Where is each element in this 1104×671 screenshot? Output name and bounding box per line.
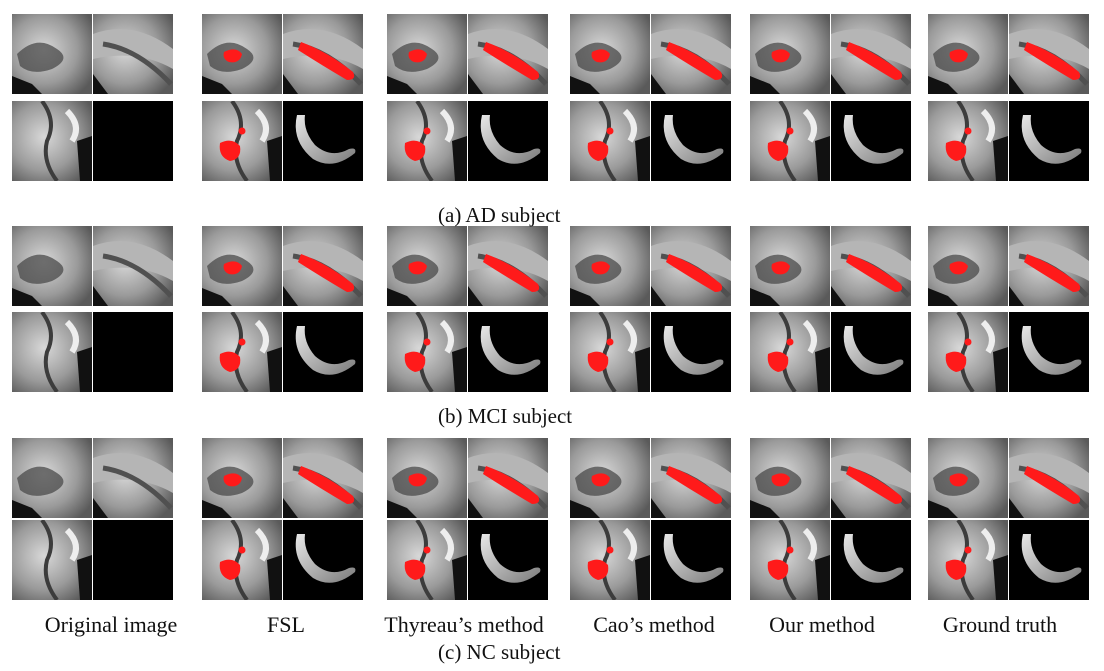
- mri-slice-segmented: [468, 226, 548, 306]
- column-label-original: Original image: [44, 612, 178, 637]
- mri-slice-segmented: [1009, 226, 1089, 306]
- mri-slice-segmented: [468, 14, 548, 94]
- blank-black-panel: [93, 520, 173, 600]
- mri-slice-segmented: [750, 99, 830, 183]
- mri-slice-segmented: [387, 518, 467, 602]
- mri-slice-segmented: [202, 438, 282, 518]
- hippocampus-3d-render: [283, 101, 363, 181]
- mri-slice-segmented: [831, 14, 911, 94]
- hippocampus-3d-render: [831, 101, 911, 181]
- mri-slice-segmented: [1009, 438, 1089, 518]
- caption-ad-subject: (a) AD subject: [438, 203, 561, 227]
- mri-slice-segmented: [928, 14, 1008, 94]
- mri-slice-original: [12, 310, 92, 394]
- mri-slice-segmented: [570, 518, 650, 602]
- mri-slice-segmented: [202, 14, 282, 94]
- mri-slice-segmented: [202, 518, 282, 602]
- hippocampus-3d-render: [1009, 312, 1089, 392]
- mri-slice-segmented: [570, 438, 650, 518]
- mri-slice-segmented: [283, 438, 363, 518]
- mri-slice-segmented: [651, 14, 731, 94]
- mri-slice-segmented: [202, 310, 282, 394]
- hippocampus-3d-render: [651, 520, 731, 600]
- mri-slice-segmented: [387, 438, 467, 518]
- mri-slice-segmented: [750, 518, 830, 602]
- hippocampus-3d-render: [283, 312, 363, 392]
- hippocampus-3d-render: [468, 312, 548, 392]
- mri-slice-original: [12, 14, 92, 94]
- mri-slice-segmented: [570, 14, 650, 94]
- mri-slice-segmented: [468, 438, 548, 518]
- mri-slice-segmented: [570, 310, 650, 394]
- mri-slice-segmented: [750, 226, 830, 306]
- mri-slice-segmented: [387, 226, 467, 306]
- hippocampus-3d-render: [831, 312, 911, 392]
- mri-slice-segmented: [387, 310, 467, 394]
- mri-slice-original: [12, 226, 92, 306]
- hippocampus-3d-render: [1009, 101, 1089, 181]
- mri-slice-segmented: [202, 99, 282, 183]
- caption-nc-subject: (c) NC subject: [438, 640, 561, 664]
- mri-slice-segmented: [928, 310, 1008, 394]
- hippocampus-3d-render: [468, 101, 548, 181]
- mri-slice-segmented: [831, 226, 911, 306]
- mri-slice-original: [93, 438, 173, 518]
- mri-slice-segmented: [202, 226, 282, 306]
- mri-slice-segmented: [750, 14, 830, 94]
- mri-slice-original: [12, 438, 92, 518]
- column-label-fsl: FSL: [267, 612, 305, 637]
- blank-black-panel: [93, 101, 173, 181]
- mri-slice-original: [12, 99, 92, 183]
- column-label-cao: Cao’s method: [593, 612, 715, 637]
- mri-slice-original: [93, 14, 173, 94]
- hippocampus-3d-render: [468, 520, 548, 600]
- mri-slice-segmented: [750, 310, 830, 394]
- hippocampus-3d-render: [651, 101, 731, 181]
- hippocampus-3d-render: [651, 312, 731, 392]
- mri-slice-segmented: [570, 99, 650, 183]
- mri-slice-original: [12, 518, 92, 602]
- hippocampus-3d-render: [831, 520, 911, 600]
- mri-slice-segmented: [1009, 14, 1089, 94]
- mri-slice-segmented: [651, 226, 731, 306]
- column-label-thyreau: Thyreau’s method: [384, 612, 544, 637]
- mri-slice-segmented: [387, 14, 467, 94]
- column-label-ground-truth: Ground truth: [942, 612, 1058, 637]
- mri-slice-segmented: [928, 518, 1008, 602]
- mri-slice-segmented: [928, 438, 1008, 518]
- mri-slice-segmented: [831, 438, 911, 518]
- mri-slice-segmented: [283, 226, 363, 306]
- mri-slice-segmented: [928, 226, 1008, 306]
- hippocampus-3d-render: [283, 520, 363, 600]
- mri-slice-segmented: [570, 226, 650, 306]
- hippocampus-3d-render: [1009, 520, 1089, 600]
- caption-mci-subject: (b) MCI subject: [438, 404, 573, 428]
- mri-slice-segmented: [928, 99, 1008, 183]
- mri-slice-original: [93, 226, 173, 306]
- mri-slice-segmented: [387, 99, 467, 183]
- blank-black-panel: [93, 312, 173, 392]
- column-label-our-method: Our method: [769, 612, 875, 637]
- mri-slice-segmented: [750, 438, 830, 518]
- mri-slice-segmented: [651, 438, 731, 518]
- mri-slice-segmented: [283, 14, 363, 94]
